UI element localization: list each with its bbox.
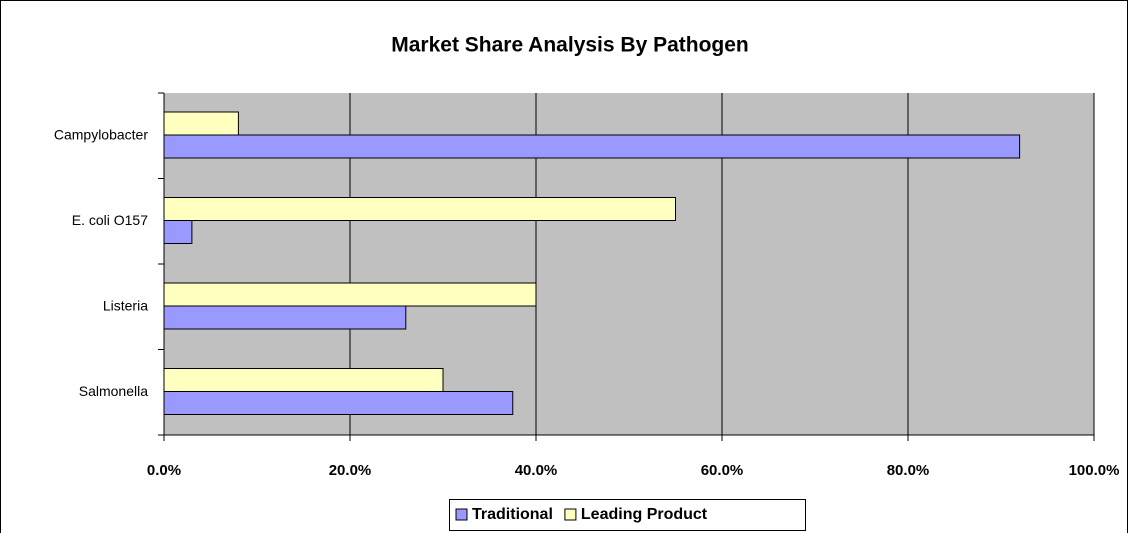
- bar: [163, 197, 676, 221]
- bar: [163, 220, 193, 244]
- legend-label: Leading Product: [581, 506, 708, 523]
- y-tick-label: Salmonella: [79, 383, 148, 399]
- bar: [163, 134, 1021, 159]
- x-tick-label: 60.0%: [701, 462, 744, 479]
- y-tick-label: Listeria: [103, 297, 148, 313]
- bar: [163, 391, 514, 415]
- x-tick-label: 0.0%: [147, 462, 181, 479]
- bar: [163, 368, 444, 392]
- bar: [163, 282, 537, 307]
- x-tick-label: 20.0%: [329, 462, 372, 479]
- x-tick-label: 100.0%: [1069, 462, 1120, 479]
- x-tick-label: 40.0%: [515, 462, 558, 479]
- legend-swatch: [564, 508, 577, 521]
- legend-label: Traditional: [472, 506, 553, 523]
- x-tick-label: 80.0%: [887, 462, 930, 479]
- bar: [163, 305, 407, 330]
- legend-box: [449, 499, 806, 531]
- y-tick-label: E. coli O157: [72, 212, 148, 228]
- chart-title: Market Share Analysis By Pathogen: [391, 34, 749, 57]
- bar: [163, 111, 239, 136]
- y-tick-label: Campylobacter: [54, 126, 148, 142]
- legend-swatch: [455, 508, 468, 521]
